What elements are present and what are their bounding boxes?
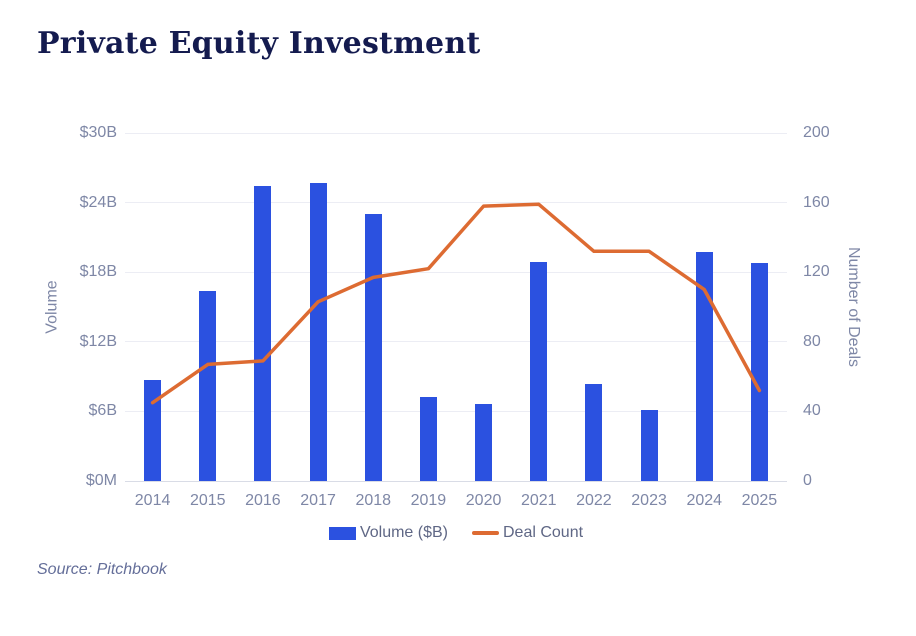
volume-bar-2019	[419, 397, 437, 481]
volume-bar-2025	[750, 262, 768, 481]
x-axis-label-2018: 2018	[355, 492, 392, 509]
gridline	[125, 271, 787, 273]
left-axis-title: Volume	[43, 280, 61, 334]
legend: Volume ($B) Deal Count	[125, 524, 787, 542]
legend-line-swatch-icon	[472, 531, 499, 535]
legend-label: Deal Count	[503, 524, 584, 541]
right-tick-label: 40	[803, 402, 821, 420]
plot-area	[125, 132, 787, 482]
volume-bar-2024	[695, 252, 713, 481]
left-tick-label: $6B	[88, 402, 117, 420]
volume-bar-2023	[640, 410, 658, 481]
legend-item-deal-count[interactable]: Deal Count	[472, 524, 583, 542]
volume-bar-2021	[530, 261, 548, 481]
x-axis-label-2017: 2017	[300, 492, 336, 509]
left-tick-label: $30B	[79, 124, 117, 141]
gridline	[125, 410, 787, 412]
gridline	[125, 202, 787, 204]
x-axis-label-2022: 2022	[576, 492, 612, 509]
x-axis-label-2014: 2014	[134, 492, 171, 509]
x-axis-label-2024: 2024	[686, 492, 723, 509]
x-axis-label-2019: 2019	[410, 492, 447, 509]
left-tick-label: $24B	[79, 193, 117, 211]
x-axis-label-2020: 2020	[465, 492, 502, 509]
right-tick-label: 120	[803, 263, 830, 281]
volume-bar-2017	[309, 182, 327, 481]
volume-bar-2022	[585, 383, 603, 481]
source-note: Source: Pitchbook	[37, 561, 167, 578]
deal-count-line	[150, 202, 762, 405]
legend-item-volume[interactable]: Volume ($B)	[328, 524, 448, 542]
volume-bar-2020	[475, 404, 493, 481]
legend-label: Volume ($B)	[359, 524, 448, 541]
left-tick-label: $0M	[85, 472, 117, 489]
left-tick-label: $18B	[79, 263, 117, 281]
left-tick-label: $12B	[79, 332, 117, 350]
volume-bar-2016	[254, 186, 272, 481]
x-axis-label-2023: 2023	[631, 492, 667, 509]
x-axis-label-2025: 2025	[741, 492, 778, 509]
legend-bar-swatch-icon	[328, 526, 356, 540]
right-axis-title: Number of Deals	[845, 246, 863, 368]
x-axis-label-2021: 2021	[520, 492, 557, 509]
x-axis-label-2015: 2015	[189, 492, 226, 509]
x-axis-label-2016: 2016	[245, 492, 281, 509]
volume-bar-2015	[199, 290, 217, 481]
right-tick-label: 160	[803, 193, 830, 211]
right-tick-label: 80	[803, 332, 821, 350]
x-axis-line	[125, 480, 787, 482]
volume-bar-2014	[144, 380, 162, 481]
gridline	[125, 132, 787, 134]
chart-title: Private Equity Investment	[37, 26, 481, 61]
right-tick-label: 200	[803, 124, 830, 141]
right-tick-label: 0	[803, 472, 812, 489]
gridline	[125, 341, 787, 343]
